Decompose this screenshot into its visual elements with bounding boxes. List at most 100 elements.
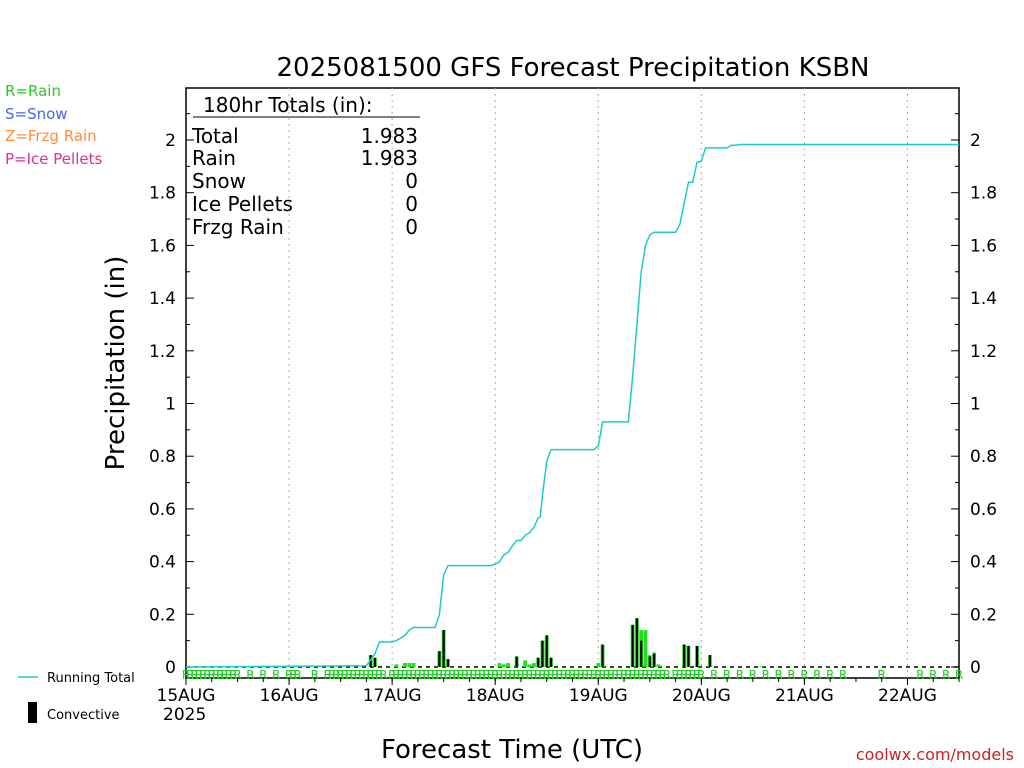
y-tick-label-right: 0 xyxy=(970,658,981,678)
x-tick-label: 20AUG xyxy=(672,686,731,706)
rain-marker: R xyxy=(568,668,576,682)
rain-marker: R xyxy=(495,668,503,682)
rain-marker: R xyxy=(332,668,340,682)
rain-marker: R xyxy=(680,668,688,682)
rain-marker: R xyxy=(530,668,538,682)
rain-marker: R xyxy=(671,668,679,682)
rain-marker: R xyxy=(388,668,396,682)
rain-marker: R xyxy=(375,668,383,682)
rain-marker: R xyxy=(697,668,705,682)
convective-bar xyxy=(653,653,656,667)
rain-marker: R xyxy=(628,668,636,682)
legend-frzg-rain: Z=Frzg Rain xyxy=(5,127,97,145)
rain-marker: R xyxy=(401,668,409,682)
rain-marker: R xyxy=(689,668,697,682)
rain-marker: R xyxy=(564,668,572,682)
precip-bar xyxy=(506,663,511,667)
rain-marker: R xyxy=(878,668,886,682)
precip-bars xyxy=(368,618,764,667)
precip-bar xyxy=(403,663,407,667)
rain-marker: R xyxy=(186,668,194,682)
rain-marker: R xyxy=(448,668,456,682)
y-axis-label: Precipitation (in) xyxy=(101,256,131,471)
rain-marker: R xyxy=(650,668,658,682)
x-tick-label: 15AUG xyxy=(157,686,216,706)
rain-marker: R xyxy=(555,668,563,682)
rain-marker: R xyxy=(607,668,615,682)
convective-bar xyxy=(442,630,445,667)
precip-bar xyxy=(411,663,416,667)
precip-bar xyxy=(531,663,536,667)
rain-marker: R xyxy=(431,668,439,682)
rain-marker: R xyxy=(942,668,950,682)
rain-marker: R xyxy=(663,668,671,682)
rain-marker: R xyxy=(633,668,641,682)
rain-marker: R xyxy=(573,668,581,682)
rain-marker: R xyxy=(560,668,568,682)
rain-marker: R xyxy=(461,668,469,682)
rain-marker: R xyxy=(349,668,357,682)
rain-marker: R xyxy=(826,668,834,682)
rain-marker: R xyxy=(414,668,422,682)
rain-marker: R xyxy=(616,668,624,682)
rain-marker: R xyxy=(955,668,963,682)
rain-marker: R xyxy=(586,668,594,682)
rain-marker: R xyxy=(457,668,465,682)
y-tick-label-right: 2 xyxy=(970,131,981,151)
rain-marker: R xyxy=(289,668,297,682)
rain-marker: R xyxy=(379,668,387,682)
rain-marker: R xyxy=(358,668,366,682)
rain-marker: R xyxy=(465,668,473,682)
rain-marker: R xyxy=(547,668,555,682)
convective-bar xyxy=(687,645,690,667)
rain-marker: R xyxy=(543,668,551,682)
rain-marker: R xyxy=(839,668,847,682)
day-gridlines xyxy=(288,88,908,678)
y-tick-label-right: 0.2 xyxy=(970,605,997,625)
convective-bar xyxy=(373,657,377,667)
rain-marker: R xyxy=(581,668,589,682)
y-tick-label: 0.4 xyxy=(149,553,176,573)
rain-marker: R xyxy=(405,668,413,682)
rain-marker: R xyxy=(474,668,482,682)
precip-type-legend: R=Rain S=Snow Z=Frzg Rain P=Ice Pellets xyxy=(5,82,102,168)
rain-marker: R xyxy=(813,668,821,682)
chart-title: 2025081500 GFS Forecast Precipitation KS… xyxy=(277,53,870,83)
rain-marker: R xyxy=(233,668,241,682)
rain-marker: R xyxy=(525,668,533,682)
convective-bar xyxy=(545,635,548,667)
y-tick-label-right: 0.6 xyxy=(970,500,997,520)
rain-marker: R xyxy=(362,668,370,682)
y-tick-label-right: 1.8 xyxy=(970,184,997,204)
rain-marker: R xyxy=(216,668,224,682)
totals-rain-label: Rain xyxy=(192,146,236,170)
rain-marker: R xyxy=(409,668,417,682)
y-tick-label-right: 0.4 xyxy=(970,553,997,573)
precip-bar xyxy=(527,664,532,667)
rain-marker: R xyxy=(336,668,344,682)
convective-bar xyxy=(537,657,540,667)
rain-marker: R xyxy=(603,668,611,682)
rain-marker: R xyxy=(259,668,267,682)
precip-bar xyxy=(643,630,648,667)
convective-swatch xyxy=(28,702,37,723)
watermark: coolwx.com/models xyxy=(856,745,1014,764)
rain-marker: R xyxy=(418,668,426,682)
y-tick-label-right: 1.6 xyxy=(970,236,997,256)
rain-marker: R xyxy=(324,668,332,682)
rain-marker: R xyxy=(504,668,512,682)
rain-marker: R xyxy=(929,668,937,682)
convective-bar xyxy=(640,640,643,667)
convective-bar xyxy=(438,651,441,667)
rain-marker: R xyxy=(427,668,435,682)
convective-bar xyxy=(541,640,544,667)
precip-bar xyxy=(394,664,399,667)
rain-marker: R xyxy=(693,668,701,682)
rain-marker: R xyxy=(272,668,280,682)
rain-marker: R xyxy=(637,668,645,682)
rain-marker: R xyxy=(620,668,628,682)
rain-marker: R xyxy=(422,668,430,682)
totals-snow-label: Snow xyxy=(192,169,246,193)
rain-marker: R xyxy=(482,668,490,682)
